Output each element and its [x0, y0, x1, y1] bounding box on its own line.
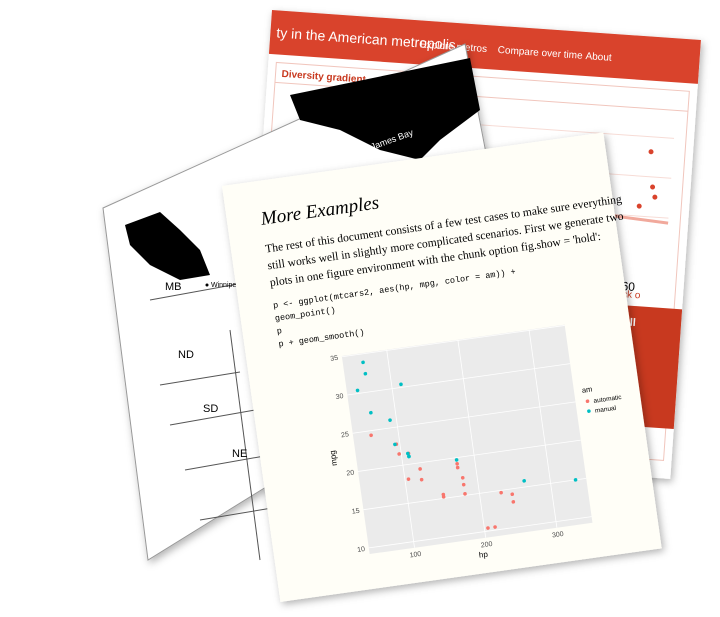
point [399, 382, 403, 387]
y-tick-label: 20 [346, 470, 355, 478]
point [455, 461, 459, 466]
point [499, 490, 503, 495]
point [522, 479, 526, 483]
city-label: Winnipeg [211, 282, 240, 289]
point [405, 451, 410, 456]
point [510, 492, 515, 497]
border [159, 371, 241, 386]
point [460, 475, 465, 480]
grid-line [347, 363, 571, 396]
point [393, 442, 397, 447]
plot: 10 15 20 25 30 35 100 200 300 hp mpg amautomaticman… [328, 324, 623, 560]
grid-line [386, 349, 415, 548]
dot [648, 149, 654, 155]
grid-line [528, 329, 558, 528]
point [361, 360, 365, 365]
plot-panel [341, 324, 593, 555]
point [461, 482, 466, 487]
x-tick-label: 300 [552, 531, 565, 540]
city-dot [205, 283, 209, 287]
water [290, 58, 480, 160]
border [229, 329, 261, 561]
point [419, 477, 424, 482]
point [355, 388, 360, 393]
y-axis-title: mpg [328, 450, 339, 467]
y-tick-label: 35 [330, 355, 339, 363]
grid-line [357, 439, 581, 472]
grid-line [457, 339, 487, 538]
y-tick-label: 15 [351, 508, 360, 516]
point [573, 478, 578, 482]
point [406, 477, 411, 481]
state-label: NE [232, 448, 247, 460]
point [369, 433, 373, 438]
grid-line [352, 401, 576, 434]
legend-label: automatic [593, 394, 623, 405]
y-tick-label: 10 [357, 546, 366, 554]
y-tick-label: 30 [335, 393, 344, 401]
nav-item: About [585, 51, 612, 64]
grid-line [363, 477, 587, 511]
lake [125, 212, 210, 280]
document-page: More Examples The rest of this document … [222, 132, 662, 602]
legend-swatch [587, 409, 591, 413]
state-label: MB [165, 281, 182, 293]
header-bar [268, 10, 701, 84]
state-label: SD [203, 403, 218, 415]
legend-title: am [581, 384, 593, 394]
point [418, 467, 422, 471]
legend-label: manual [594, 405, 617, 415]
point [493, 525, 497, 529]
point [486, 526, 490, 530]
point [511, 500, 516, 504]
dot [652, 194, 658, 200]
point [441, 495, 446, 499]
point [369, 410, 373, 415]
point [407, 454, 411, 459]
y-tick-label: 25 [341, 431, 350, 439]
grid-line [368, 516, 592, 549]
point [388, 418, 392, 422]
dot [636, 203, 642, 209]
x-tick-label: 200 [480, 541, 493, 550]
point [363, 371, 368, 376]
point [454, 458, 459, 462]
state-label: ND [178, 349, 194, 361]
legend-swatch [585, 399, 590, 404]
grid-line [341, 325, 565, 358]
point [397, 452, 401, 456]
nav-item: Explore metros [420, 39, 488, 55]
x-tick-label: 100 [409, 551, 422, 560]
point [463, 492, 467, 496]
x-axis-title: hp [478, 550, 489, 560]
dot [650, 184, 656, 190]
point [455, 465, 460, 470]
code-line: p [276, 326, 282, 337]
border [184, 454, 271, 471]
